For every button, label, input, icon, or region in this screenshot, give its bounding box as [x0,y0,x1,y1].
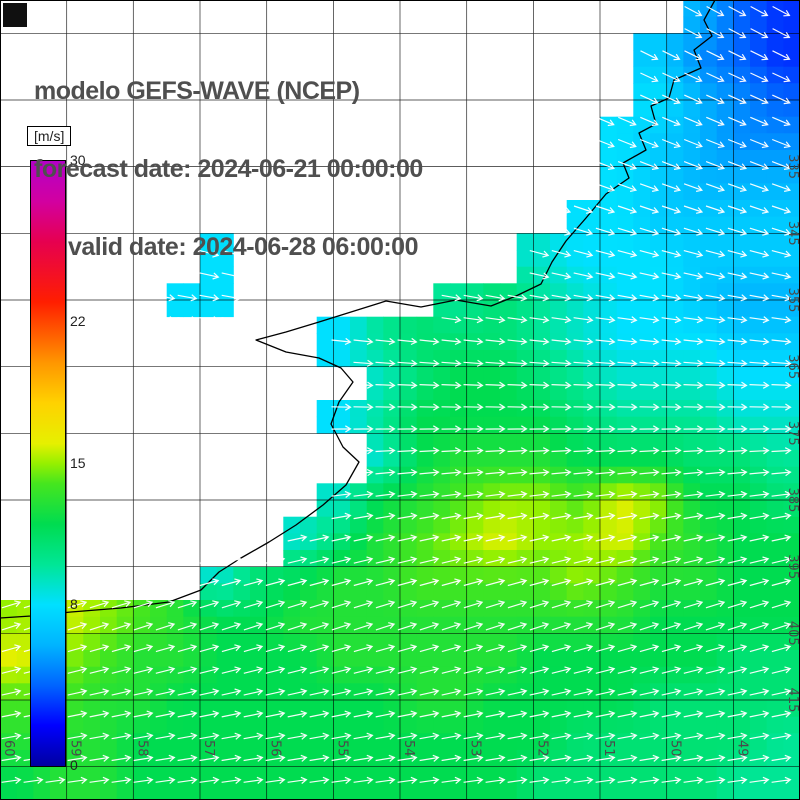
forecast-date-label: forecast date: 2024-06-21 00:00:00 [34,155,423,183]
valid-date-label: valid date: 2024-06-28 06:00:00 [68,233,418,261]
colorbar-tick-label: 15 [70,454,86,471]
right-axis-tick-label: 405 [785,621,800,646]
colorbar-unit-label: [m/s] [27,126,72,146]
title-block: modelo GEFS-WAVE (NCEP) forecast date: 2… [34,26,423,312]
bottom-axis-labels: 60 59 58 57 56 55 54 53 52 51 50 49 [1,740,749,757]
bottom-axis-tick-label: 57 [201,740,216,757]
right-axis-tick-label: 335 [785,154,800,179]
right-axis-tick-label: 395 [785,554,800,579]
bottom-axis-tick-label: 59 [68,740,83,757]
coastline [0,0,716,619]
right-axis-tick-label: 375 [785,421,800,446]
corner-marker [3,3,27,27]
colorbar-gradient [30,160,66,767]
bottom-axis-tick-label: 49 [734,740,749,757]
bottom-axis-tick-label: 52 [534,740,549,757]
bottom-axis-tick-label: 58 [134,740,149,757]
right-axis-tick-label: 385 [785,488,800,513]
right-axis-tick-label: 415 [785,688,800,713]
right-axis-tick-label: 365 [785,354,800,379]
wind-arrows [1,5,792,784]
right-axis-tick-label: 355 [785,288,800,313]
bottom-axis-tick-label: 56 [268,740,283,757]
bottom-axis-tick-label: 54 [401,740,416,757]
bottom-axis-tick-label: 50 [668,740,683,757]
model-title: modelo GEFS-WAVE (NCEP) [34,77,360,105]
colorbar-tick-label: 30 [70,152,86,168]
colorbar-tick-label: 0 [70,757,78,773]
colorbar-tick-label: 22 [70,313,86,330]
bottom-axis-tick-label: 60 [1,740,16,757]
right-axis-tick-label: 345 [785,221,800,246]
bottom-axis-tick-label: 51 [601,740,616,757]
bottom-axis-tick-label: 53 [468,740,483,757]
bottom-axis-tick-label: 55 [334,740,349,757]
colorbar-tick-label: 8 [70,595,78,612]
right-axis-labels: 335 345 355 365 375 385 395 405 415 [785,154,800,712]
